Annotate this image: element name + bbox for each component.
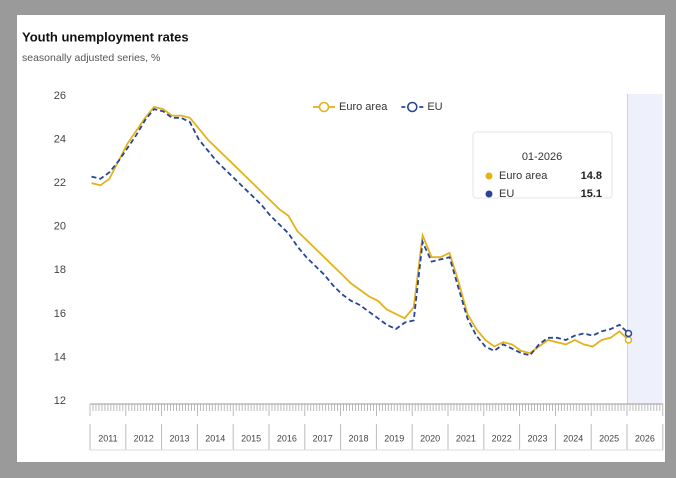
tooltip-box [472,131,613,199]
series-line [91,108,630,357]
y-tick-label: 24 [54,133,66,145]
x-tick-label: 2025 [599,433,619,443]
tooltip-dot [485,172,493,180]
y-tick-label: 14 [54,351,66,363]
legend-marker [407,101,418,113]
y-tick-label: 12 [54,395,66,407]
tooltip-value: 14.8 [581,170,602,182]
x-tick-label: 2013 [169,433,189,443]
y-tick-label: 18 [54,264,66,276]
legend-label: Euro area [339,101,388,113]
series-line [91,105,630,355]
tooltip-dot [485,190,493,198]
x-tick-label: 2026 [635,433,655,443]
x-tick-label: 2014 [205,433,225,443]
panel [17,15,665,462]
x-tick-label: 2019 [384,433,404,443]
hover-point [624,336,633,344]
chart-subtitle: seasonally adjusted series, % [22,52,160,64]
y-tick-label: 22 [54,177,66,189]
legend-label: EU [427,101,442,113]
y-tick-label: 26 [54,90,66,102]
tooltip-name: Euro area [499,170,548,182]
x-tick-label: 2024 [563,433,583,443]
x-tick-label: 2015 [241,433,261,443]
hover-point [624,329,633,338]
x-tick-label: 2023 [527,433,547,443]
legend-marker [318,101,330,113]
tooltip-name: EU [499,188,514,200]
x-tick-label: 2016 [277,433,297,443]
chart-title: Youth unemployment rates [22,29,189,44]
tooltip-title: 01-2026 [522,151,562,163]
x-tick-label: 2012 [134,433,154,443]
x-tick-label: 2011 [98,433,117,443]
x-tick-label: 2021 [456,433,476,443]
x-tick-label: 2020 [420,433,440,443]
y-tick-label: 16 [54,308,66,320]
x-tick-label: 2017 [313,433,333,443]
x-tick-label: 2022 [492,433,512,443]
current-band [627,94,663,404]
y-tick-label: 20 [54,221,66,233]
tooltip-value: 15.1 [581,188,602,200]
x-tick-label: 2018 [348,433,368,443]
